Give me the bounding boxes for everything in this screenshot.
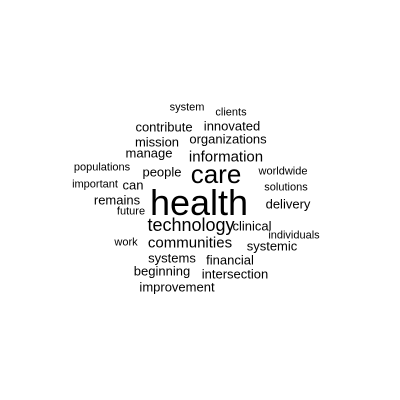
word-contribute: contribute (135, 119, 193, 135)
word-important: important (72, 178, 118, 191)
word-populations: populations (73, 161, 131, 174)
word-care: care (190, 159, 242, 189)
word-future: future (116, 205, 146, 218)
word-organizations: organizations (189, 131, 267, 147)
word-clients: clients (215, 106, 247, 119)
word-technology: technology (147, 215, 235, 235)
word-innovated: innovated (203, 118, 261, 134)
word-intersection: intersection (201, 266, 269, 282)
word-communities: communities (147, 234, 233, 252)
word-work: work (114, 236, 138, 249)
word-manage: manage (125, 145, 173, 161)
word-solutions: solutions (264, 181, 308, 194)
word-information: information (188, 148, 264, 166)
word-clinical: clinical (232, 218, 272, 234)
word-health: health (149, 182, 249, 223)
word-improvement: improvement (139, 279, 215, 295)
word-financial: financial (206, 252, 254, 268)
word-people: people (142, 164, 182, 180)
word-worldwide: worldwide (258, 165, 308, 178)
word-systems: systems (148, 250, 196, 266)
word-individuals: individuals (268, 229, 320, 242)
word-delivery: delivery (265, 196, 311, 212)
word-systemic: systemic (246, 238, 298, 254)
word-mission: mission (134, 134, 180, 150)
word-remains: remains (93, 192, 141, 208)
word-system: system (169, 101, 205, 114)
word-can: can (122, 177, 144, 193)
word-beginning: beginning (133, 263, 191, 279)
